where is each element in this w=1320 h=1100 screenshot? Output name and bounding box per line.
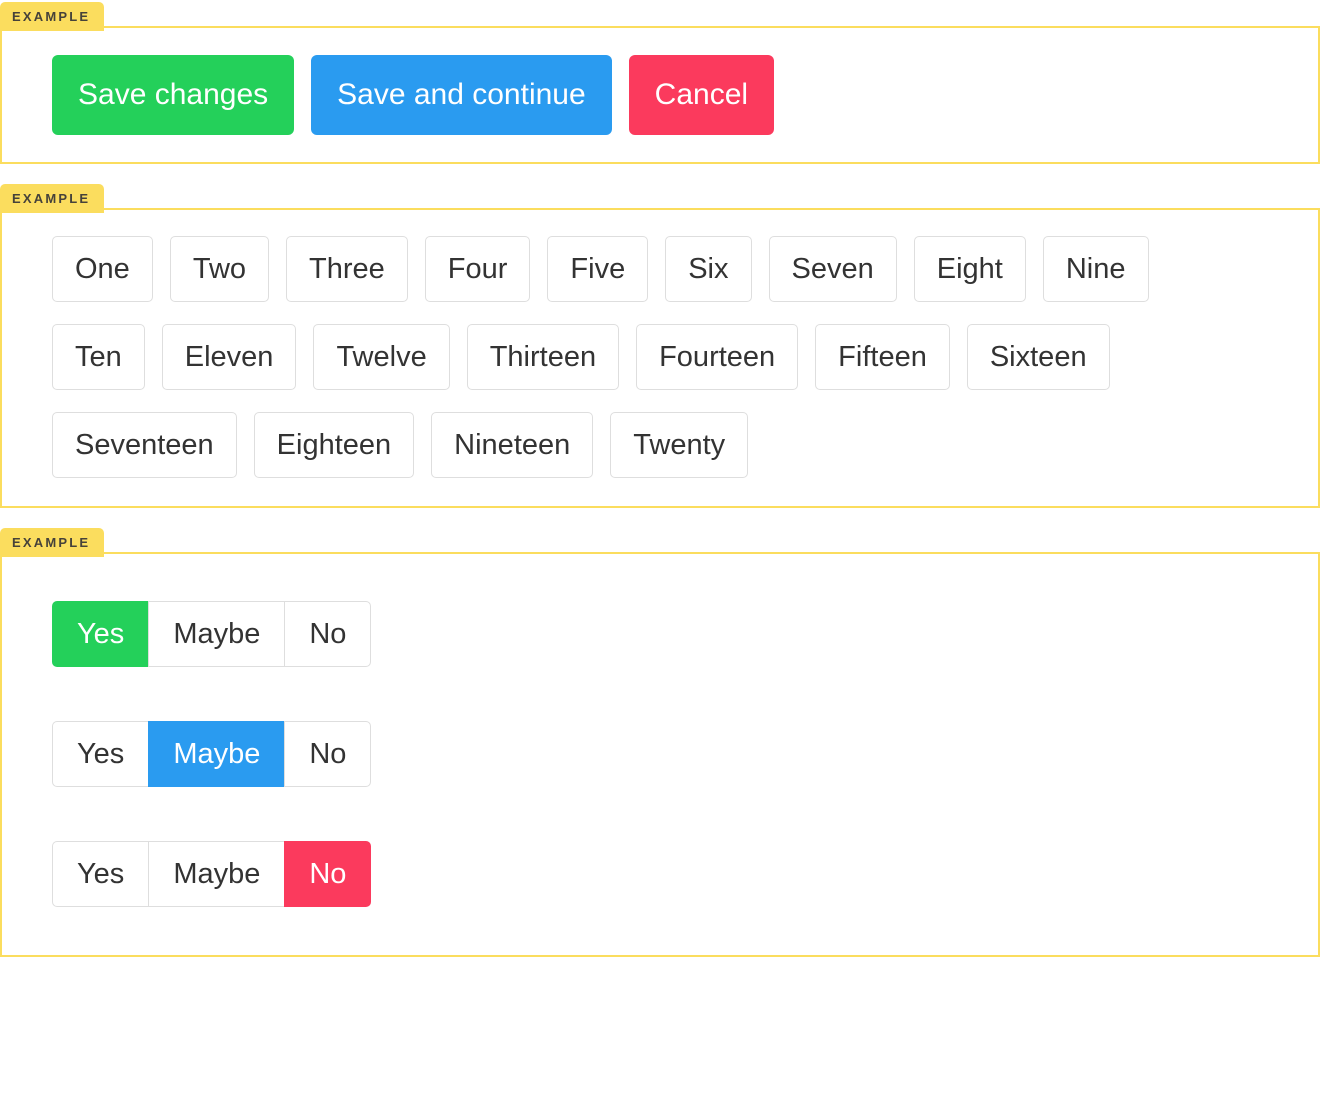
example-body: Yes Maybe No Yes Maybe No Yes Maybe No bbox=[2, 554, 1318, 955]
number-chip[interactable]: Sixteen bbox=[966, 324, 1110, 390]
number-chip[interactable]: Six bbox=[665, 236, 752, 302]
save-changes-button[interactable]: Save changes bbox=[52, 55, 295, 135]
number-chip[interactable]: Fourteen bbox=[636, 324, 799, 390]
number-chip[interactable]: Three bbox=[286, 236, 408, 302]
number-chip[interactable]: Four bbox=[424, 236, 531, 302]
example-panel-numbers: EXAMPLE One Two Three Four Five Six Seven Eight… bbox=[0, 184, 1320, 508]
number-chip[interactable]: Five bbox=[547, 236, 649, 302]
segment-option-yes[interactable]: Yes bbox=[52, 721, 149, 787]
section-gap-1 bbox=[0, 164, 1320, 208]
cancel-button[interactable]: Cancel bbox=[628, 55, 775, 135]
number-chip[interactable]: Ten bbox=[52, 324, 145, 390]
segment-option-yes[interactable]: Yes bbox=[52, 601, 149, 667]
number-chip[interactable]: Twelve bbox=[313, 324, 450, 390]
segment-option-no[interactable]: No bbox=[284, 721, 372, 787]
number-chip[interactable]: Seventeen bbox=[52, 412, 237, 478]
number-chip[interactable]: Eighteen bbox=[253, 412, 415, 478]
number-chip[interactable]: Nineteen bbox=[431, 412, 594, 478]
segmented-control: Yes Maybe No bbox=[52, 841, 372, 907]
segment-option-maybe[interactable]: Maybe bbox=[148, 841, 285, 907]
example-body: One Two Three Four Five Six Seven Eight Nine Ten E… bbox=[2, 210, 1318, 506]
example-panel-actions: EXAMPLE Save changes Save and continue C… bbox=[0, 2, 1320, 164]
top-spacer bbox=[0, 0, 1320, 26]
number-chip[interactable]: One bbox=[52, 236, 153, 302]
segment-option-no[interactable]: No bbox=[284, 841, 372, 907]
example-badge: EXAMPLE bbox=[0, 528, 105, 557]
example-badge: EXAMPLE bbox=[0, 184, 105, 213]
number-chip[interactable]: Twenty bbox=[610, 412, 749, 478]
number-chip-group: One Two Three Four Five Six Seven Eight Nine Ten E… bbox=[2, 210, 1224, 506]
save-and-continue-button[interactable]: Save and continue bbox=[311, 55, 612, 135]
number-chip[interactable]: Eleven bbox=[161, 324, 297, 390]
number-chip[interactable]: Eight bbox=[913, 236, 1026, 302]
segment-option-no[interactable]: No bbox=[284, 601, 372, 667]
number-chip[interactable]: Two bbox=[169, 236, 270, 302]
action-button-row: Save changes Save and continue Cancel bbox=[2, 28, 1318, 162]
example-panel-segmented: EXAMPLE Yes Maybe No Yes Maybe No Yes Maybe No bbox=[0, 528, 1320, 957]
segmented-control: Yes Maybe No bbox=[52, 721, 372, 787]
number-chip[interactable]: Thirteen bbox=[466, 324, 620, 390]
example-body: Save changes Save and continue Cancel bbox=[2, 28, 1318, 162]
section-gap-2 bbox=[0, 508, 1320, 552]
number-chip[interactable]: Seven bbox=[768, 236, 897, 302]
number-chip[interactable]: Fifteen bbox=[815, 324, 950, 390]
example-badge: EXAMPLE bbox=[0, 2, 105, 31]
segmented-control: Yes Maybe No bbox=[52, 601, 372, 667]
segmented-control-area: Yes Maybe No Yes Maybe No Yes Maybe No bbox=[2, 554, 1318, 955]
segment-option-maybe[interactable]: Maybe bbox=[148, 721, 285, 787]
number-chip[interactable]: Nine bbox=[1042, 236, 1149, 302]
segment-option-maybe[interactable]: Maybe bbox=[148, 601, 285, 667]
segment-option-yes[interactable]: Yes bbox=[52, 841, 149, 907]
